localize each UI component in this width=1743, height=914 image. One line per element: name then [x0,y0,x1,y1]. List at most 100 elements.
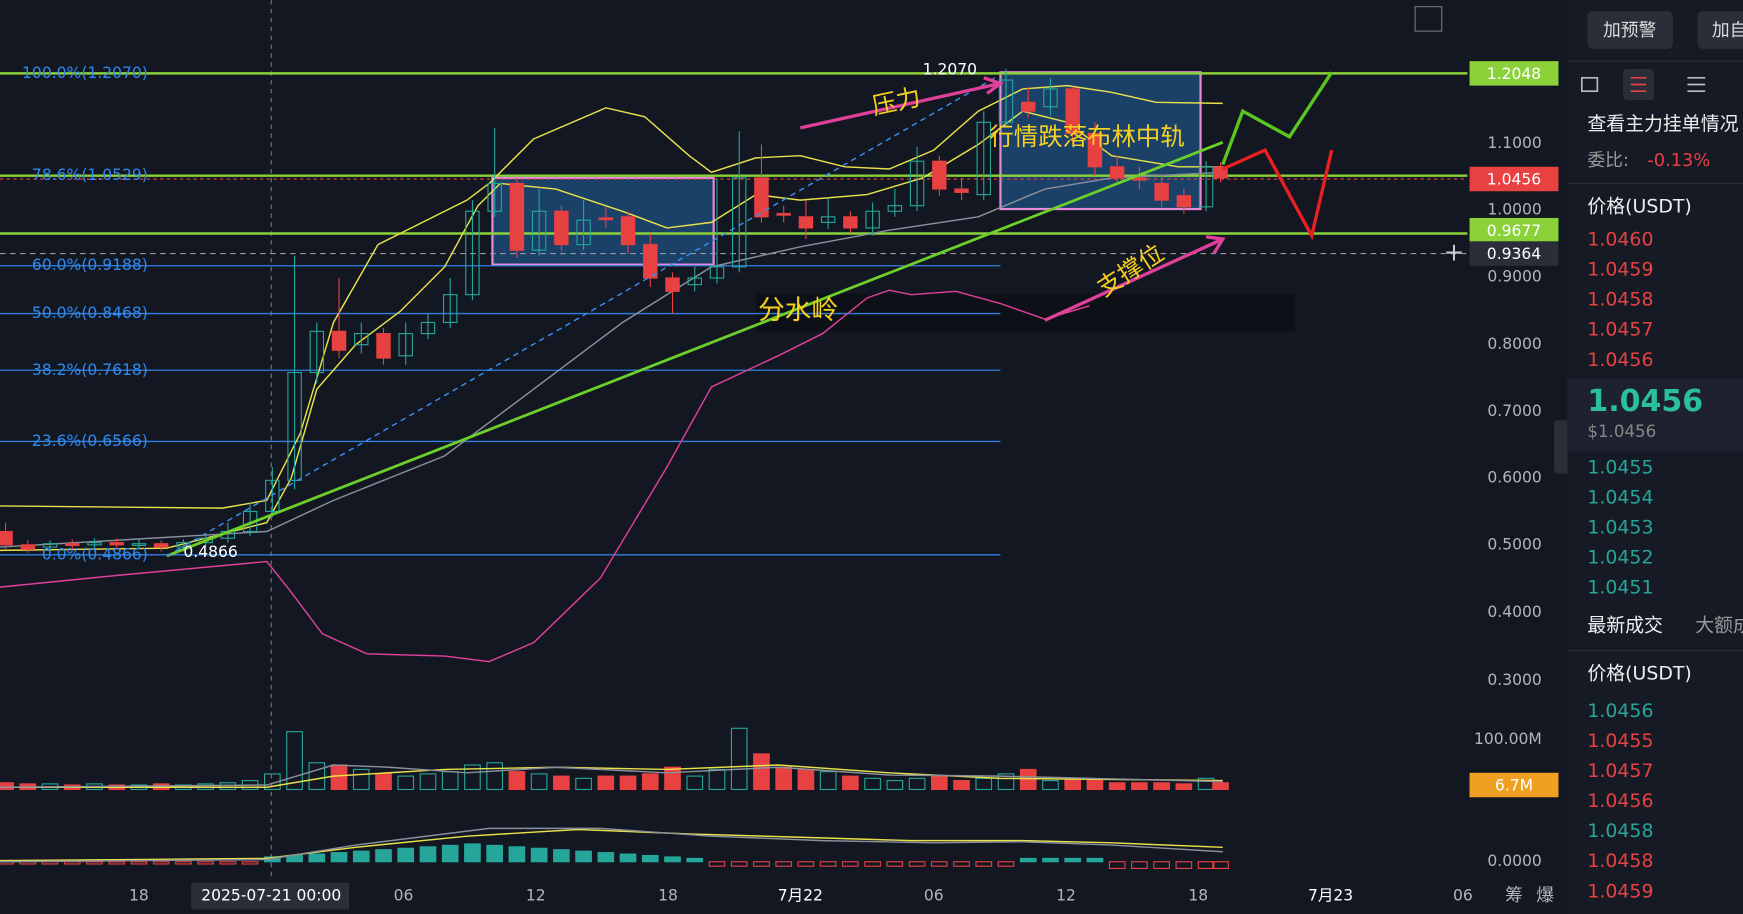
candle-body [798,216,814,229]
trade-tab[interactable]: 最新成交 [1587,615,1663,637]
projection-down [1222,147,1334,241]
volume-bar [997,773,1015,791]
fib-label: 78.6%(1.0529) [32,166,148,184]
time-axis-label: 18 [129,887,149,905]
volume-bar [1175,783,1193,791]
candle-body [1154,182,1169,201]
macd-bar [797,861,815,867]
volume-bar [686,775,704,791]
volume-bar [842,775,859,791]
button: 加预警 [1603,20,1657,41]
candle-body [131,543,147,546]
bid-price: 1.0454 [1587,487,1653,509]
candle-body [20,544,36,550]
volume-bar [330,764,348,791]
volume-bar [1108,782,1126,791]
macd-bar [819,861,837,867]
macd-bar [175,861,192,865]
candle-body [176,542,191,548]
macd-bar [130,861,148,865]
time-axis-label: 18 [658,887,678,905]
macd-bar [953,861,970,867]
volume-axis-label: 100.00M [1474,730,1542,748]
candle-body [598,217,614,221]
signal-line [0,827,1223,863]
candle-body [420,321,436,335]
button-bg[interactable] [1587,11,1673,49]
macd-bar [619,853,637,863]
candle-body [1065,88,1080,134]
button-bg[interactable] [1697,11,1743,49]
fullscreen-button[interactable] [1414,6,1443,32]
trade-price: 1.0458 [1587,820,1653,842]
fib-lines [0,265,1001,556]
macd-bar [486,844,504,863]
candle-body [109,542,124,546]
candle-body [1109,166,1125,179]
icon[interactable] [1630,77,1647,93]
book-view-icons [1580,77,1706,93]
low-label: 0.4866 [183,543,237,561]
price-axis-label: 1.1000 [1487,134,1541,152]
macd-bar [1019,857,1037,863]
volume-bar [530,773,548,791]
candle-body [865,210,880,229]
candle-body [509,182,525,251]
candle-body [909,160,925,207]
price-axis-label: 0.7000 [1487,402,1541,420]
macd-bar [441,844,459,863]
ratio-value: -0.13% [1647,150,1710,171]
price-axis-label: 0.8000 [1487,335,1541,353]
candle-body [198,537,213,544]
macd-bar [1108,861,1126,869]
volume-bar [930,775,948,791]
last-price: 1.0456 [1587,384,1703,419]
trade-tab[interactable]: 大额成 [1695,615,1743,637]
trend-line [166,141,1224,558]
icon[interactable] [1687,77,1706,93]
candle-body [309,330,325,374]
bollinger-upper [0,84,1223,509]
price-tag-label: 1.0456 [1487,171,1541,189]
corner-button: 爆 [1536,885,1554,906]
time-axis-label: 12 [526,887,546,905]
fib-label: 0.0%(0.4866) [42,545,148,563]
macd-bar [1131,861,1148,869]
candle-body [65,543,80,546]
candle-body [87,542,102,546]
book-header: 价格(USDT) [1587,195,1691,217]
panel-toggle[interactable] [1554,420,1570,474]
candle-body [331,330,347,351]
candle-body [1176,195,1192,208]
macd-bar [508,846,526,863]
candle-body [531,210,547,251]
macd-bar [708,861,726,867]
high-label: 1.2070 [923,61,977,79]
candle-body [820,216,836,223]
volume-bar [1042,780,1059,791]
time-cursor-bg [191,882,350,910]
price-tag-label: 6.7M [1495,777,1533,795]
crosshair-plus: + [1444,238,1464,267]
macd-bar [641,854,659,863]
fib-label: 23.6%(0.6566) [32,432,148,450]
volume-bar [1131,782,1148,791]
ask-price: 1.0459 [1587,259,1653,281]
macd-bar [730,861,748,867]
candle-body [265,479,280,513]
trade-price: 1.0457 [1587,760,1653,782]
time-axis-label: 7月23 [1308,887,1353,905]
macd-bar [930,861,948,867]
trades-header: 价格(USDT) [1587,662,1691,684]
macd-bar [775,861,793,867]
candle-body [442,294,458,324]
candle-body [554,210,569,246]
icon[interactable] [1580,77,1599,93]
volume-bar [1019,768,1037,791]
volume-axis-label: 0.0000 [1487,852,1541,870]
projection-up [1221,71,1334,166]
main-order-link: 查看主力挂单情况 [1587,113,1738,135]
button: 加自 [1712,20,1743,41]
macd-bar [308,853,326,863]
arrow [799,76,1004,130]
